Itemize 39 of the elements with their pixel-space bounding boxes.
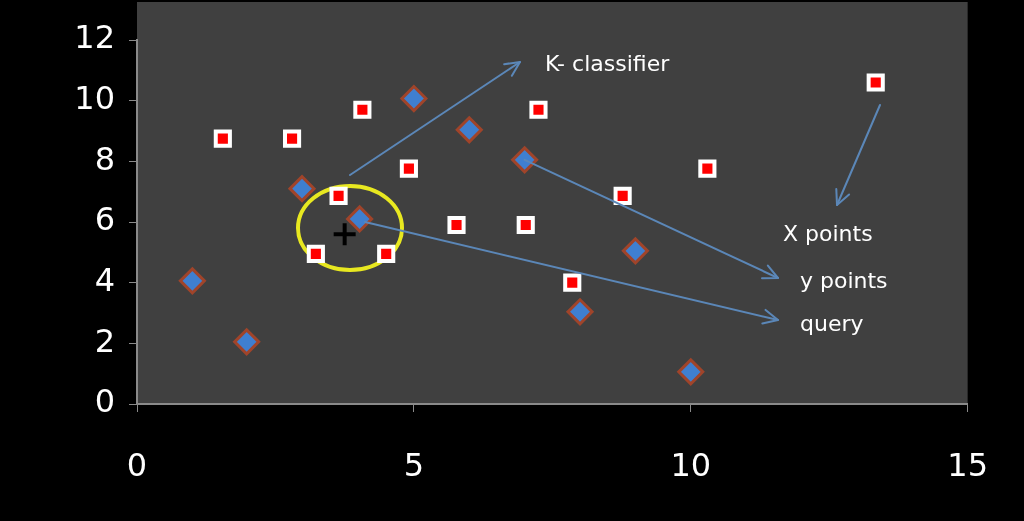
point <box>511 146 539 174</box>
x-tick-label: 0 <box>126 445 148 484</box>
point <box>329 186 348 205</box>
point <box>866 73 885 92</box>
y-tick-label: 12 <box>74 18 115 57</box>
point <box>698 159 717 178</box>
y-tick-label: 10 <box>74 78 115 117</box>
point <box>447 215 466 235</box>
point <box>213 129 232 148</box>
y-tick-label: 6 <box>94 200 115 239</box>
point <box>621 237 649 265</box>
point <box>516 215 535 235</box>
x-tick-label: 10 <box>670 445 712 484</box>
x-tick-label: 15 <box>947 445 988 484</box>
annotation: K- classifier <box>545 50 671 76</box>
point <box>377 244 396 263</box>
y-tick-label: 4 <box>94 260 115 299</box>
y-tick-label: 8 <box>94 139 115 178</box>
point <box>288 175 316 203</box>
y-tick-label: 2 <box>94 321 115 360</box>
annotation: y points <box>800 267 888 293</box>
point <box>233 328 261 356</box>
point <box>529 100 548 119</box>
point <box>400 85 428 113</box>
annotation: query <box>800 310 864 336</box>
annotation: X points <box>783 220 873 246</box>
point <box>306 244 325 263</box>
point <box>178 267 206 295</box>
point <box>353 100 372 119</box>
point <box>282 129 302 148</box>
point <box>677 358 705 386</box>
point <box>563 273 582 292</box>
point <box>566 298 594 326</box>
point <box>399 159 418 178</box>
y-tick-label: 0 <box>94 382 115 421</box>
x-tick-label: 5 <box>403 445 425 484</box>
point <box>455 116 483 144</box>
point <box>333 223 356 246</box>
point <box>613 186 632 205</box>
